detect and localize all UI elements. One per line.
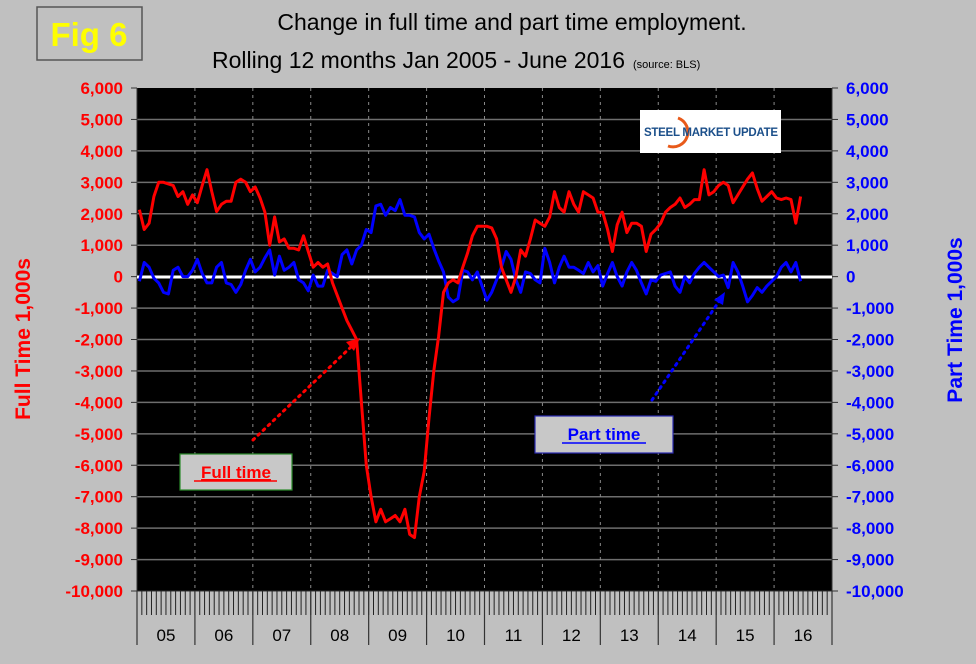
y-tick-label-left: -6,000 <box>75 456 123 475</box>
y-tick-label-left: -8,000 <box>75 519 123 538</box>
y-tick-label-right: 5,000 <box>846 110 889 129</box>
full-time-label: Full time <box>201 463 271 482</box>
y-tick-label-left: 2,000 <box>80 205 123 224</box>
y-tick-label-right: -8,000 <box>846 519 894 538</box>
x-tick-label: 08 <box>330 626 349 645</box>
y-tick-label-left: 6,000 <box>80 79 123 98</box>
y-tick-label-right: -3,000 <box>846 362 894 381</box>
y-tick-label-right: -7,000 <box>846 488 894 507</box>
x-tick-label: 10 <box>446 626 465 645</box>
y-tick-label-left: 0 <box>114 268 123 287</box>
y-tick-label-right: -6,000 <box>846 456 894 475</box>
logo-text: STEEL MARKET UPDATE <box>644 127 778 139</box>
x-tick-label: 12 <box>562 626 581 645</box>
right-axis-title: Part Time 1,000s <box>944 237 967 402</box>
y-tick-label-left: 1,000 <box>80 236 123 255</box>
y-tick-label-left: -5,000 <box>75 425 123 444</box>
y-tick-label-left: 4,000 <box>80 142 123 161</box>
y-tick-label-right: -9,000 <box>846 551 894 570</box>
y-tick-label-right: -1,000 <box>846 299 894 318</box>
y-tick-label-right: 4,000 <box>846 142 889 161</box>
y-tick-label-right: 1,000 <box>846 236 889 255</box>
x-tick-label: 11 <box>505 626 523 645</box>
y-tick-label-left: -4,000 <box>75 393 123 412</box>
logo: STEEL MARKET UPDATE <box>640 110 781 153</box>
x-tick-label: 16 <box>794 626 813 645</box>
fig-label: Fig 6 <box>50 16 127 53</box>
part-time-label: Part time <box>568 425 641 444</box>
y-tick-label-right: -2,000 <box>846 331 894 350</box>
y-tick-label-right: -10,000 <box>846 582 904 601</box>
y-tick-label-right: 6,000 <box>846 79 889 98</box>
y-tick-label-right: 0 <box>846 268 855 287</box>
full-time-annotation: Full time <box>180 454 292 490</box>
y-tick-label-right: 3,000 <box>846 173 889 192</box>
part-time-annotation: Part time <box>535 416 673 453</box>
y-tick-label-left: -10,000 <box>65 582 123 601</box>
x-tick-label: 05 <box>156 626 175 645</box>
y-tick-label-left: -2,000 <box>75 331 123 350</box>
x-tick-label: 07 <box>272 626 291 645</box>
y-tick-label-left: -9,000 <box>75 551 123 570</box>
y-tick-label-left: -7,000 <box>75 488 123 507</box>
fig-label-box: Fig 6 <box>37 7 142 60</box>
y-tick-label-left: 5,000 <box>80 110 123 129</box>
y-tick-label-right: 2,000 <box>846 205 889 224</box>
x-tick-label: 13 <box>620 626 639 645</box>
y-tick-label-left: -3,000 <box>75 362 123 381</box>
source-note: (source: BLS) <box>633 59 700 71</box>
x-tick-label: 15 <box>736 626 755 645</box>
x-tick-label: 06 <box>214 626 233 645</box>
title-line2-text: Rolling 12 months Jan 2005 - June 2016 <box>212 47 625 73</box>
y-tick-label-right: -5,000 <box>846 425 894 444</box>
y-tick-label-left: 3,000 <box>80 173 123 192</box>
x-tick-label: 14 <box>678 626 697 645</box>
x-tick-label: 09 <box>388 626 407 645</box>
y-tick-label-right: -4,000 <box>846 393 894 412</box>
chart-title-line1: Change in full time and part time employ… <box>277 9 746 35</box>
y-tick-label-left: -1,000 <box>75 299 123 318</box>
left-axis-title: Full Time 1,000s <box>12 258 35 420</box>
